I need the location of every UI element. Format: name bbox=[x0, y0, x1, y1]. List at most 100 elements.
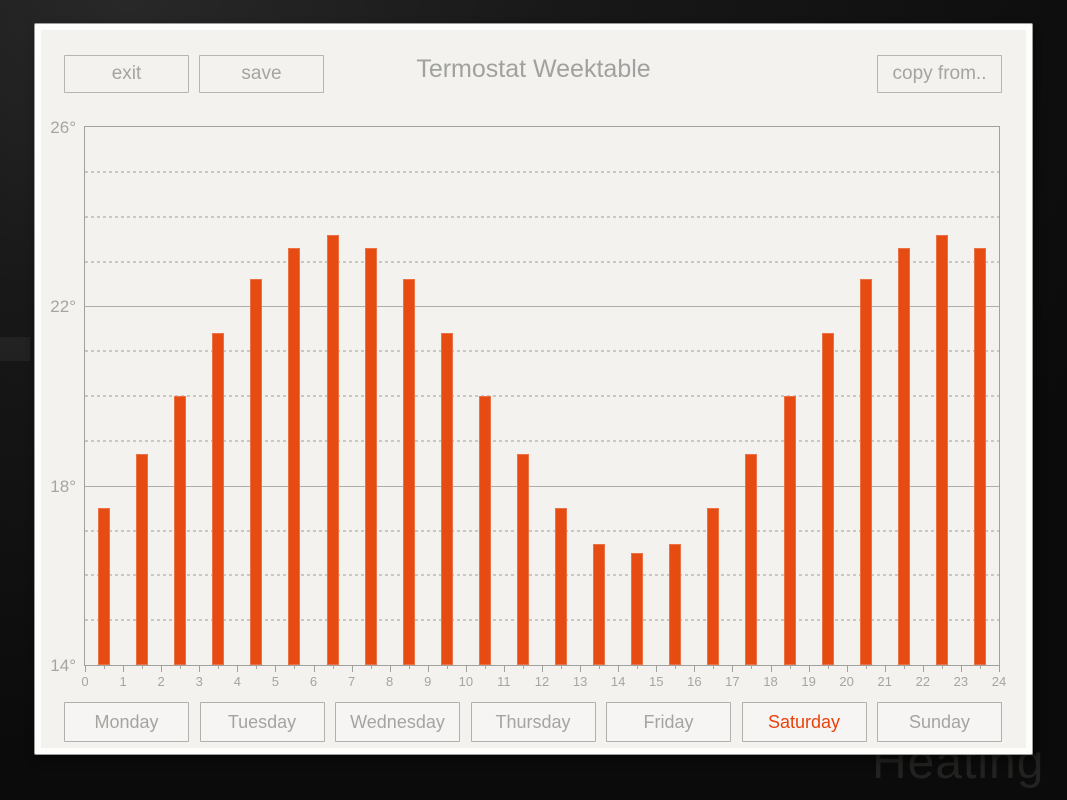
x-axis-tick-label: 12 bbox=[534, 674, 550, 689]
temperature-bar-hour-2[interactable] bbox=[174, 396, 187, 665]
x-axis-minor-tick bbox=[256, 665, 258, 669]
x-axis-tick bbox=[427, 665, 429, 672]
temperature-bar-hour-6[interactable] bbox=[326, 234, 339, 665]
x-axis-tick bbox=[770, 665, 772, 672]
x-axis-minor-tick bbox=[370, 665, 372, 669]
day-tab-wednesday[interactable]: Wednesday bbox=[335, 702, 460, 742]
gridline-minor bbox=[85, 260, 999, 263]
day-tab-sunday[interactable]: Sunday bbox=[877, 702, 1002, 742]
x-axis-minor-tick bbox=[979, 665, 981, 669]
y-axis-tick-label: 18° bbox=[50, 476, 76, 496]
x-axis-tick-label: 24 bbox=[991, 674, 1007, 689]
temperature-bar-hour-17[interactable] bbox=[745, 454, 758, 665]
x-axis-minor-tick bbox=[484, 665, 486, 669]
gridline-minor bbox=[85, 619, 999, 622]
x-axis-tick-label: 0 bbox=[81, 674, 89, 689]
gridline-minor bbox=[85, 170, 999, 173]
x-axis-tick bbox=[618, 665, 620, 672]
x-axis-tick-label: 3 bbox=[195, 674, 203, 689]
save-button[interactable]: save bbox=[199, 55, 324, 93]
temperature-bar-hour-19[interactable] bbox=[821, 333, 834, 665]
temperature-bar-hour-18[interactable] bbox=[783, 396, 796, 665]
gridline-minor bbox=[85, 350, 999, 353]
temperature-bar-hour-14[interactable] bbox=[631, 552, 644, 665]
copy-from-button[interactable]: copy from.. bbox=[877, 55, 1002, 93]
x-axis-tick-label: 18 bbox=[763, 674, 778, 689]
x-axis-minor-tick bbox=[637, 665, 639, 669]
temperature-bar-hour-0[interactable] bbox=[98, 508, 111, 665]
x-axis-tick-label: 22 bbox=[915, 674, 931, 689]
x-axis-minor-tick bbox=[522, 665, 524, 669]
x-axis-tick bbox=[199, 665, 201, 672]
day-tab-thursday[interactable]: Thursday bbox=[470, 702, 596, 742]
x-axis-tick-label: 2 bbox=[157, 674, 165, 689]
x-axis-tick bbox=[922, 665, 924, 672]
x-axis-minor-tick bbox=[218, 665, 220, 669]
x-axis-tick bbox=[503, 665, 505, 672]
gridline-minor bbox=[85, 574, 999, 577]
window-content: exit save Termostat Weektable copy from.… bbox=[41, 30, 1026, 748]
x-axis-tick bbox=[846, 665, 848, 672]
gridline-major bbox=[85, 306, 999, 307]
x-axis-minor-tick bbox=[713, 665, 715, 669]
x-axis-tick-label: 1 bbox=[119, 674, 127, 689]
gridline-minor bbox=[85, 529, 999, 532]
temperature-bar-hour-10[interactable] bbox=[478, 396, 491, 665]
temperature-bar-hour-9[interactable] bbox=[440, 333, 453, 665]
temperature-bar-hour-13[interactable] bbox=[593, 543, 606, 665]
x-axis-minor-tick bbox=[789, 665, 791, 669]
x-axis-minor-tick bbox=[903, 665, 905, 669]
day-tab-tuesday[interactable]: Tuesday bbox=[199, 702, 325, 742]
temperature-bar-hour-3[interactable] bbox=[212, 333, 225, 665]
temperature-bar-hour-12[interactable] bbox=[555, 508, 568, 665]
x-axis-minor-tick bbox=[332, 665, 334, 669]
x-axis-tick bbox=[884, 665, 886, 672]
x-axis-tick bbox=[580, 665, 582, 672]
x-axis-minor-tick bbox=[561, 665, 563, 669]
page-title: Termostat Weektable bbox=[416, 55, 651, 83]
x-axis-tick-label: 8 bbox=[386, 674, 394, 689]
exit-button[interactable]: exit bbox=[64, 55, 189, 93]
temperature-bar-hour-15[interactable] bbox=[669, 543, 682, 665]
x-axis-minor-tick bbox=[294, 665, 296, 669]
x-axis-minor-tick bbox=[599, 665, 601, 669]
temperature-bar-hour-5[interactable] bbox=[288, 248, 301, 665]
x-axis-tick bbox=[85, 665, 86, 672]
temperature-bar-hour-4[interactable] bbox=[250, 279, 263, 665]
x-axis-tick-label: 14 bbox=[610, 674, 626, 689]
day-tab-monday[interactable]: Monday bbox=[64, 702, 189, 742]
x-axis-tick-label: 5 bbox=[271, 674, 280, 689]
temperature-bar-hour-7[interactable] bbox=[364, 248, 377, 665]
x-axis-tick-label: 21 bbox=[877, 674, 892, 689]
x-axis-tick bbox=[237, 665, 239, 672]
temperature-bar-hour-8[interactable] bbox=[402, 279, 415, 665]
x-axis-tick bbox=[542, 665, 543, 672]
temperature-bar-hour-1[interactable] bbox=[136, 454, 149, 665]
y-axis-tick-label: 14° bbox=[50, 656, 76, 675]
gridline-minor bbox=[85, 395, 999, 397]
x-axis-tick-label: 4 bbox=[233, 674, 241, 689]
x-axis-tick bbox=[808, 665, 810, 672]
x-axis-tick bbox=[351, 665, 353, 672]
week-temperature-chart: 26° 22° 18° 14° 0 1 2 3 4 5 6 7 8 9 10 11 12 13 14 15 16 17 18… bbox=[50, 118, 1006, 689]
x-axis-minor-tick bbox=[751, 665, 753, 669]
day-tab-saturday[interactable]: Saturday bbox=[741, 702, 867, 742]
x-axis-tick-label: 10 bbox=[458, 674, 474, 689]
x-axis-tick bbox=[465, 665, 467, 672]
temperature-bar-hour-20[interactable] bbox=[859, 279, 872, 665]
temperature-bar-hour-21[interactable] bbox=[897, 248, 910, 665]
temperature-bar-hour-11[interactable] bbox=[516, 454, 529, 665]
x-axis-tick-label: 13 bbox=[572, 674, 588, 689]
x-axis-minor-tick bbox=[142, 665, 144, 669]
x-axis-tick bbox=[123, 665, 125, 672]
temperature-bar-hour-16[interactable] bbox=[707, 508, 720, 665]
x-axis-tick bbox=[161, 665, 163, 672]
gridline-minor bbox=[85, 215, 999, 218]
x-axis-tick-label: 11 bbox=[497, 674, 511, 689]
day-tab-friday[interactable]: Friday bbox=[606, 702, 731, 742]
temperature-bar-hour-22[interactable] bbox=[935, 234, 948, 665]
x-axis-tick-label: 9 bbox=[424, 674, 432, 689]
x-axis-tick bbox=[732, 665, 734, 672]
temperature-bar-hour-23[interactable] bbox=[973, 248, 986, 665]
x-axis-tick bbox=[960, 665, 962, 672]
